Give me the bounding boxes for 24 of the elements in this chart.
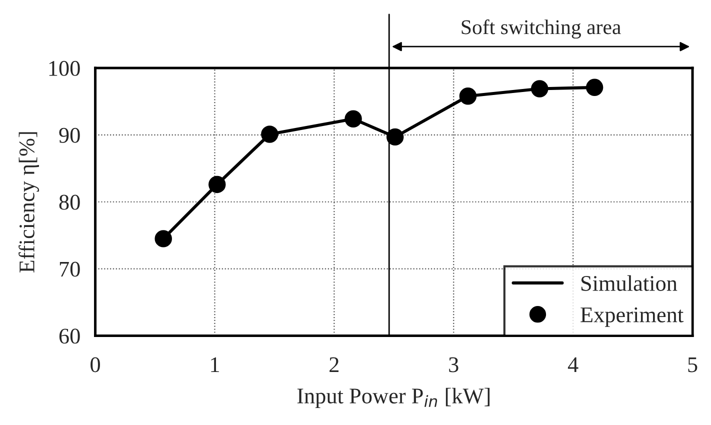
x-tick-label: 5 — [688, 357, 698, 372]
point — [154, 230, 172, 248]
point — [261, 126, 278, 143]
point — [344, 110, 362, 128]
point — [531, 80, 548, 98]
y-tick-label: 70 — [60, 262, 80, 277]
legend-label: Simulation — [581, 275, 678, 291]
point — [208, 176, 226, 194]
x-tick-label: 2 — [330, 357, 338, 372]
y-tick-label: 100 — [49, 60, 80, 76]
point — [586, 78, 604, 96]
legend-label: Experiment — [580, 307, 684, 327]
x-tick-label: 3 — [449, 357, 458, 372]
y-tick-label: 90 — [59, 128, 80, 143]
point — [386, 128, 404, 146]
x-tick-label: 0 — [90, 357, 100, 372]
y-tick-label: 80 — [59, 194, 80, 210]
y-tick-label: 60 — [59, 328, 80, 344]
x-tick-label: 1 — [211, 357, 219, 372]
point — [459, 88, 477, 105]
text: Soft switching area — [462, 19, 621, 39]
x-axis-title: Input Power P$_{in}$ [kW] — [297, 388, 490, 408]
x-tick-label: 4 — [568, 357, 578, 372]
y-axis-title: Efficiency η[%] — [18, 132, 40, 273]
